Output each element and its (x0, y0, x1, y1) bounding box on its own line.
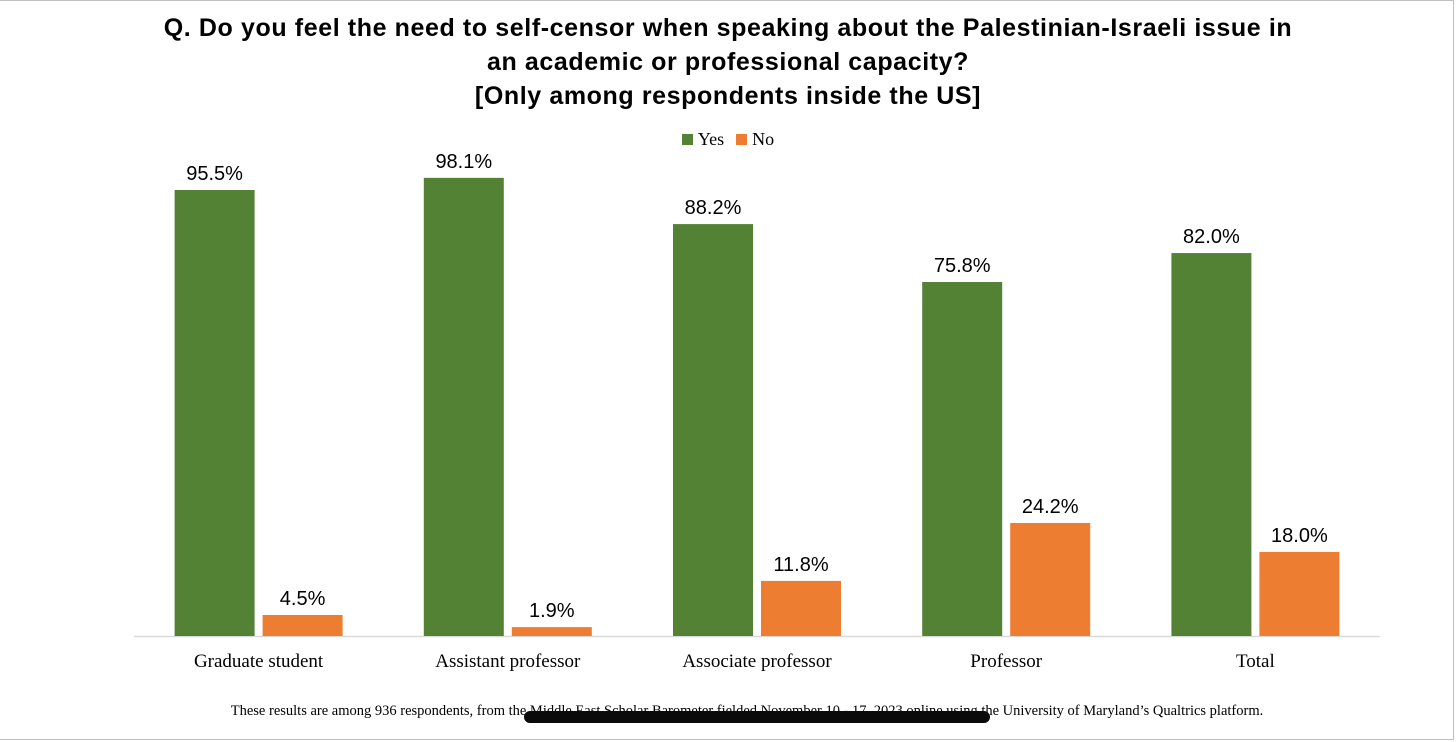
category-label-0: Graduate student (194, 651, 324, 672)
legend-label-no: No (752, 129, 775, 149)
data-label-yes-0: 95.5% (186, 163, 243, 185)
bar-yes-3 (922, 282, 1003, 636)
data-label-no-3: 24.2% (1022, 496, 1079, 518)
legend-swatch-yes (681, 134, 693, 145)
horizontal-scrollbar[interactable] (524, 711, 990, 723)
data-label-no-4: 18.0% (1271, 525, 1328, 547)
bar-no-2 (761, 580, 841, 636)
category-label-4: Total (1236, 651, 1275, 672)
data-label-no-2: 11.8% (773, 554, 828, 576)
legend: Yes No (0, 129, 1456, 150)
bar-no-0 (262, 614, 343, 636)
data-label-yes-3: 75.8% (934, 255, 991, 277)
bar-yes-2 (673, 224, 753, 636)
data-label-yes-4: 82.0% (1183, 226, 1240, 248)
chart-title-line-2: an academic or professional capacity? (486, 48, 970, 76)
data-label-yes-2: 88.2% (685, 197, 742, 219)
category-label-2: Associate professor (682, 651, 832, 672)
chart-title-line-3: [Only among respondents inside the US] (474, 82, 982, 110)
chart-title-line-1: Q. Do you feel the need to self-censor w… (163, 14, 1293, 42)
bar-yes-4 (1171, 253, 1252, 636)
category-label-1: Assistant professor (435, 651, 581, 672)
category-label-3: Professor (970, 651, 1042, 672)
data-label-no-1: 1.9% (529, 600, 575, 622)
bar-no-1 (511, 627, 592, 636)
data-label-no-0: 4.5% (280, 588, 326, 610)
bar-no-3 (1010, 522, 1091, 636)
legend-item-no: No (736, 129, 774, 150)
legend-item-yes: Yes (681, 129, 725, 150)
bar-yes-1 (423, 177, 504, 636)
legend-label-yes: Yes (697, 129, 725, 149)
legend-swatch-no (736, 134, 748, 145)
data-label-yes-1: 98.1% (435, 151, 492, 173)
bar-no-4 (1259, 551, 1340, 636)
bar-yes-0 (174, 190, 255, 636)
